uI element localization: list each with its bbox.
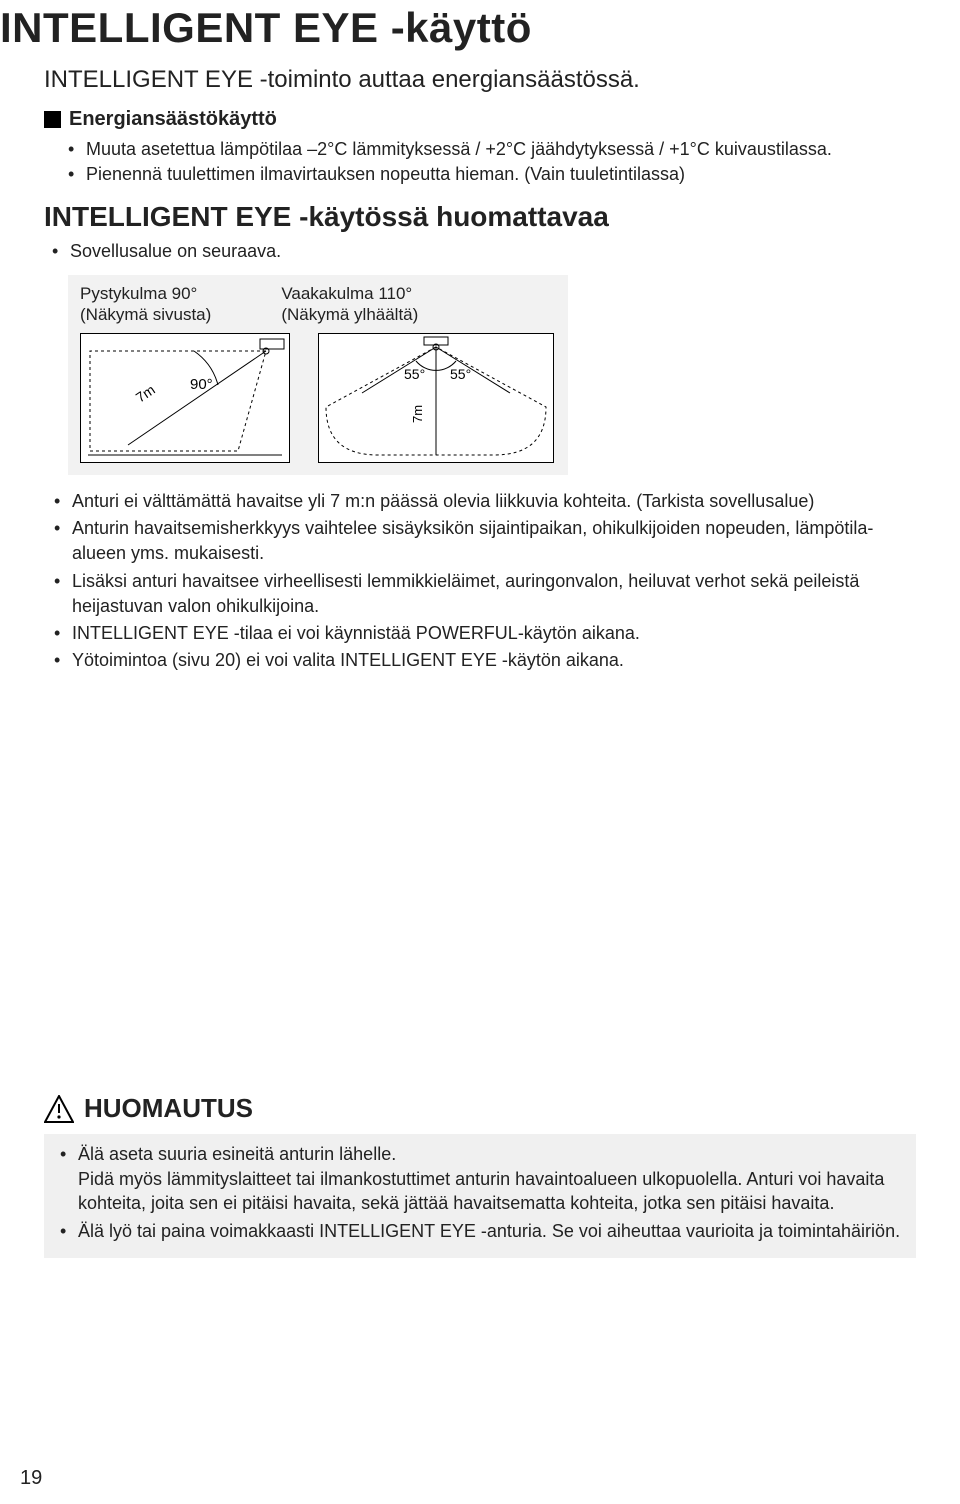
- diagram-left-title: Pystykulma 90°: [80, 283, 211, 304]
- list-item: Älä lyö tai paina voimakkaasti INTELLIGE…: [56, 1219, 904, 1243]
- energy-heading: Energiansäästökäyttö: [69, 108, 277, 131]
- energy-heading-row: Energiansäästökäyttö: [44, 108, 916, 131]
- caution-heading-row: HUOMAUTUS: [44, 1093, 916, 1124]
- list-item: Pienennä tuulettimen ilmavirtauksen nope…: [64, 162, 916, 187]
- list-item: Muuta asetettua lämpötilaa –2°C lämmityk…: [64, 137, 916, 162]
- caution-heading: HUOMAUTUS: [84, 1093, 253, 1124]
- page-title: INTELLIGENT EYE -käyttö: [0, 4, 916, 52]
- warning-triangle-icon: [44, 1095, 74, 1123]
- list-item: INTELLIGENT EYE -tilaa ei voi käynnistää…: [50, 621, 916, 646]
- vertical-angle-diagram: 7m 90°: [80, 333, 290, 463]
- diagram-labels: Pystykulma 90° (Näkymä sivusta) Vaakakul…: [80, 283, 556, 326]
- notice-notes: Anturi ei välttämättä havaitse yli 7 m:n…: [50, 489, 916, 673]
- notice-lead: Sovellusalue on seuraava.: [48, 239, 916, 264]
- list-item: Anturi ei välttämättä havaitse yli 7 m:n…: [50, 489, 916, 514]
- list-item: Älä aseta suuria esineitä anturin lähell…: [56, 1142, 904, 1215]
- angle-left-label: 55°: [404, 366, 425, 382]
- energy-bullets: Muuta asetettua lämpötilaa –2°C lämmityk…: [64, 137, 916, 187]
- angle-label: 90°: [190, 376, 213, 393]
- range-label-right: 7m: [410, 405, 425, 423]
- list-item: Yötoimintoa (sivu 20) ei voi valita INTE…: [50, 648, 916, 673]
- diagram-right-title: Vaakakulma 110°: [281, 283, 418, 304]
- notice-heading: INTELLIGENT EYE -käytössä huomattavaa: [44, 201, 916, 233]
- angle-right-label: 55°: [450, 366, 471, 382]
- list-item: Lisäksi anturi havaitsee virheellisesti …: [50, 569, 916, 619]
- page-number: 19: [20, 1467, 42, 1490]
- diagram-left-sub: (Näkymä sivusta): [80, 304, 211, 325]
- range-label: 7m: [133, 381, 158, 405]
- diagram-right-sub: (Näkymä ylhäältä): [281, 304, 418, 325]
- filled-square-icon: [44, 111, 61, 128]
- horizontal-angle-diagram: 55° 55° 7m: [318, 333, 554, 463]
- list-item: Anturin havaitsemisherkkyys vaihtelee si…: [50, 516, 916, 566]
- diagram-container: Pystykulma 90° (Näkymä sivusta) Vaakakul…: [68, 275, 568, 476]
- caution-box: Älä aseta suuria esineitä anturin lähell…: [44, 1134, 916, 1257]
- intro-subtitle: INTELLIGENT EYE -toiminto auttaa energia…: [44, 66, 916, 94]
